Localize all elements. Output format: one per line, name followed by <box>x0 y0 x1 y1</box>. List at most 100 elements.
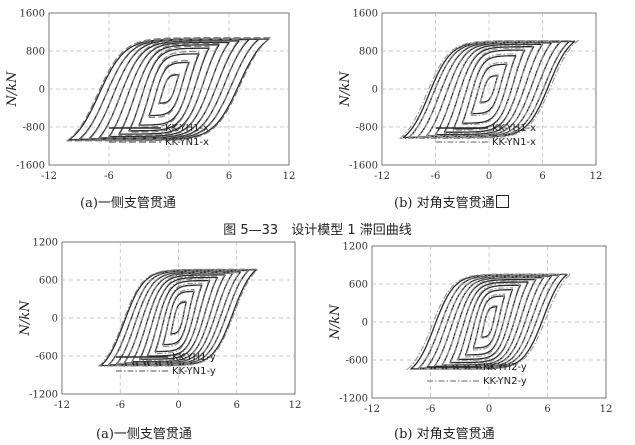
legend-label: KK-YH1-x <box>492 123 536 134</box>
y-tick-label: -1200 <box>339 394 368 405</box>
x-tick-label: -6 <box>115 400 125 411</box>
y-tick-label: -600 <box>36 352 58 363</box>
x-tick-label: 12 <box>283 171 296 182</box>
hysteresis-loop <box>118 42 220 137</box>
hysteresis-loop <box>154 282 203 355</box>
y-axis-label: N/kN <box>338 71 353 108</box>
hysteresis-loop <box>170 300 187 336</box>
hysteresis-loop <box>461 53 517 126</box>
y-tick-label: -800 <box>23 123 45 134</box>
x-tick-label: -12 <box>364 404 380 415</box>
hysteresis-loop <box>470 61 508 117</box>
hysteresis-loop <box>457 284 521 361</box>
hysteresis-loop <box>434 42 544 137</box>
hysteresis-loop <box>115 270 242 366</box>
hysteresis-loop <box>470 63 508 115</box>
caption-bottom-right: (b) 对角支管贯通 <box>394 423 495 442</box>
y-tick-label: 0 <box>372 85 378 96</box>
x-tick-label: 12 <box>600 404 613 415</box>
x-tick-label: 12 <box>590 171 603 182</box>
chart-panel-1: -12 -6 0 6 12 1600 800 0 -800 -1600 N/kN KK-YH1-x KK… <box>5 9 295 183</box>
legend-label: KK-YH2-y <box>483 362 527 373</box>
y-axis-label: N/kN <box>18 300 33 337</box>
x-tick-label: 6 <box>234 400 240 411</box>
legend-label: KK-YN1-x <box>165 137 209 148</box>
y-tick-label: 1600 <box>20 9 45 20</box>
hysteresis-loop <box>443 46 535 133</box>
hysteresis-loop <box>449 281 529 364</box>
caption-top-left: (a)一侧支管贯通 <box>80 192 176 211</box>
y-tick-label: 800 <box>26 47 45 58</box>
hysteresis-loop <box>131 274 226 363</box>
legend-label: KK-YH1-y <box>172 352 216 363</box>
hysteresis-loop <box>146 279 211 357</box>
hysteresis-loop <box>399 39 579 139</box>
y-tick-label: 1600 <box>353 9 378 20</box>
figure-title: 图 5—33 设计模型 1 滞回曲线 <box>223 223 412 238</box>
x-tick-label: 6 <box>544 404 550 415</box>
caption-text: (b) 对角支管贯通 <box>394 427 495 442</box>
caption-text: (a)一侧支管贯通 <box>80 196 176 211</box>
hysteresis-loop <box>108 40 230 138</box>
hysteresis-loop <box>128 47 210 132</box>
hysteresis-loop <box>426 275 552 369</box>
hysteresis-loop <box>98 268 259 367</box>
legend-label: KK-YH1-x <box>165 123 209 134</box>
hysteresis-loop <box>98 39 240 140</box>
hysteresis-loop <box>139 276 218 360</box>
hysteresis-loop <box>138 50 200 128</box>
y-tick-label: -1600 <box>16 161 45 172</box>
x-tick-label: 0 <box>486 171 492 182</box>
hysteresis-loop <box>108 41 230 138</box>
hysteresis-loop <box>128 45 210 133</box>
y-tick-label: 1200 <box>33 238 58 249</box>
x-tick-label: 12 <box>289 400 302 411</box>
legend-label: KK-YN2-y <box>483 376 527 387</box>
y-axis-label: N/kN <box>5 71 20 108</box>
hysteresis-loop <box>441 278 537 366</box>
x-tick-label: -12 <box>374 171 390 182</box>
x-tick-label: -6 <box>426 404 436 415</box>
series-KK-YN1-x <box>399 39 579 139</box>
x-tick-label: -6 <box>104 171 114 182</box>
y-tick-label: 0 <box>52 314 58 325</box>
x-tick-label: -12 <box>54 400 70 411</box>
series-KK-YN1-y <box>98 268 259 367</box>
hysteresis-loop <box>131 273 226 363</box>
hysteresis-loop <box>158 73 180 105</box>
x-tick-label: 6 <box>226 171 232 182</box>
caption-text: (a)一侧支管贯通 <box>96 427 192 442</box>
y-axis-label: N/kN <box>328 304 343 341</box>
legend-label: KK-YN1-x <box>492 137 536 148</box>
hysteresis-loop <box>66 37 272 142</box>
x-tick-label: 0 <box>486 404 492 415</box>
caption-text: (b) 对角支管贯通 <box>394 196 495 211</box>
hysteresis-loop <box>449 280 529 365</box>
hysteresis-loop <box>441 277 537 367</box>
x-tick-label: -6 <box>431 171 441 182</box>
hysteresis-loop <box>464 289 514 356</box>
x-tick-label: -12 <box>41 171 57 182</box>
hysteresis-loop <box>118 44 220 135</box>
y-tick-label: 0 <box>39 85 45 96</box>
hysteresis-loop <box>457 282 521 362</box>
hysteresis-loop <box>139 275 218 361</box>
hysteresis-loop <box>480 304 498 340</box>
x-tick-label: 0 <box>175 400 181 411</box>
y-tick-label: 600 <box>39 276 58 287</box>
caption-top-right: (b) 对角支管贯通 <box>394 192 509 211</box>
y-tick-label: -1600 <box>349 161 378 172</box>
legend-label: KK-YN1-y <box>172 366 216 377</box>
hysteresis-loop <box>426 41 552 138</box>
hysteresis-loop <box>108 269 249 367</box>
hysteresis-loop <box>146 278 211 358</box>
chart-panel-2: -12 -6 0 6 12 1600 800 0 -800 -1600 N/kN KK-YH1-x KK… <box>338 9 602 183</box>
y-tick-label: -600 <box>346 356 368 367</box>
hysteresis-loop <box>138 53 200 126</box>
hysteresis-loop <box>406 273 572 371</box>
hysteresis-loop <box>452 47 526 131</box>
hysteresis-loop <box>479 74 499 104</box>
hysteresis-loop <box>148 59 190 119</box>
y-tick-label: -1200 <box>29 390 58 401</box>
